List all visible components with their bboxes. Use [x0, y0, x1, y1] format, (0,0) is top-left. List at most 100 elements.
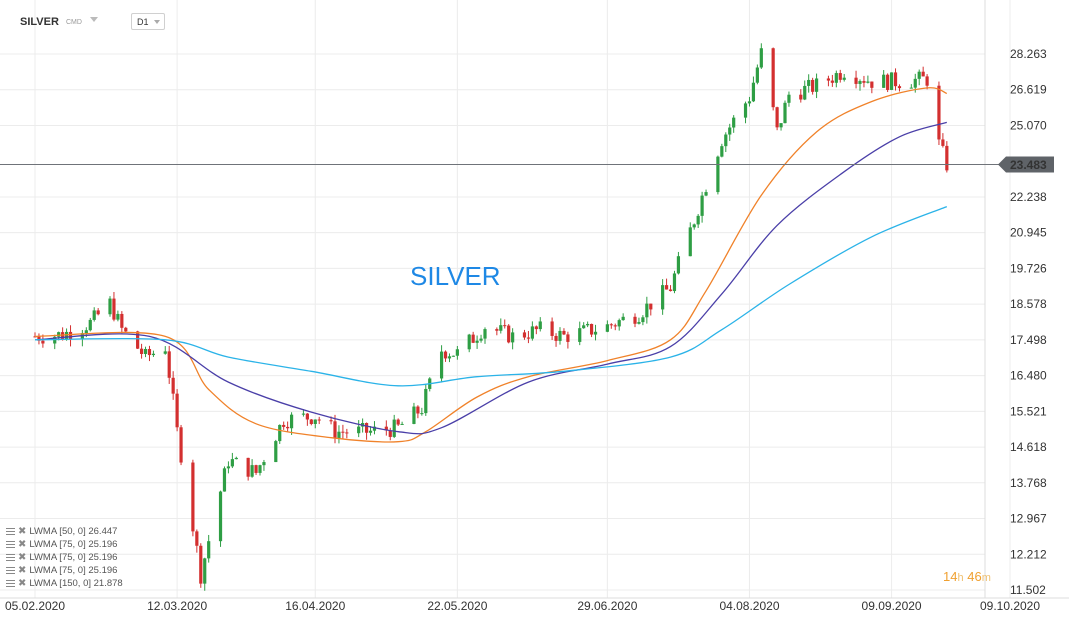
- candle-up[interactable]: [222, 468, 227, 492]
- candle-down[interactable]: [945, 145, 949, 171]
- candle-down[interactable]: [364, 422, 369, 433]
- close-icon[interactable]: ✖: [18, 525, 27, 537]
- menu-icon[interactable]: [6, 541, 15, 548]
- candle-up[interactable]: [278, 424, 282, 442]
- candle-up[interactable]: [424, 388, 428, 414]
- candle-down[interactable]: [396, 419, 400, 425]
- candle-up[interactable]: [676, 256, 681, 274]
- symbol-name[interactable]: SILVER: [20, 16, 59, 28]
- candle-up[interactable]: [661, 285, 665, 310]
- candle-up[interactable]: [455, 349, 459, 356]
- candle-down[interactable]: [507, 325, 511, 343]
- candle-down[interactable]: [870, 81, 874, 88]
- candle-up[interactable]: [637, 322, 641, 324]
- candle-down[interactable]: [613, 325, 617, 327]
- candle-up[interactable]: [163, 351, 167, 354]
- candle-down[interactable]: [179, 427, 183, 463]
- candle-up[interactable]: [451, 355, 456, 357]
- candle-down[interactable]: [941, 139, 945, 146]
- candle-down[interactable]: [286, 426, 290, 429]
- symbol-dropdown-icon[interactable]: [90, 17, 98, 22]
- candle-up[interactable]: [605, 324, 609, 332]
- candle-down[interactable]: [305, 413, 309, 420]
- candle-up[interactable]: [207, 541, 211, 559]
- candle-down[interactable]: [167, 351, 171, 378]
- candle-up[interactable]: [913, 78, 917, 88]
- candle-up[interactable]: [909, 87, 913, 89]
- candle-down[interactable]: [668, 289, 673, 292]
- candle-down[interactable]: [175, 393, 179, 428]
- candle-down[interactable]: [526, 337, 531, 339]
- candle-down[interactable]: [443, 351, 448, 359]
- candle-up[interactable]: [700, 195, 704, 216]
- candle-down[interactable]: [254, 465, 258, 473]
- candle-up[interactable]: [728, 127, 732, 135]
- candle-down[interactable]: [609, 324, 613, 326]
- candle-up[interactable]: [357, 426, 361, 434]
- candle-down[interactable]: [550, 321, 554, 336]
- candle-down[interactable]: [826, 78, 831, 81]
- candle-up[interactable]: [361, 422, 365, 427]
- candle-down[interactable]: [139, 348, 144, 354]
- candle-down[interactable]: [112, 298, 116, 320]
- candle-up[interactable]: [803, 85, 807, 100]
- candle-down[interactable]: [495, 329, 499, 331]
- candle-down[interactable]: [897, 86, 902, 89]
- candle-up[interactable]: [57, 332, 61, 337]
- candle-up[interactable]: [696, 215, 700, 225]
- candle-up[interactable]: [230, 459, 234, 467]
- candle-up[interactable]: [372, 426, 377, 431]
- candle-up[interactable]: [704, 192, 708, 196]
- candle-up[interactable]: [558, 330, 562, 341]
- candle-up[interactable]: [882, 74, 886, 88]
- candle-down[interactable]: [649, 303, 653, 310]
- candle-down[interactable]: [893, 72, 898, 87]
- candle-down[interactable]: [246, 457, 250, 477]
- candle-up[interactable]: [751, 82, 756, 102]
- candle-down[interactable]: [522, 332, 527, 338]
- candle-up[interactable]: [582, 325, 586, 329]
- candle-up[interactable]: [593, 331, 598, 335]
- candle-up[interactable]: [716, 156, 720, 193]
- candle-up[interactable]: [116, 313, 120, 320]
- candle-up[interactable]: [807, 79, 811, 86]
- candle-down[interactable]: [830, 80, 834, 83]
- candle-down[interactable]: [195, 531, 199, 546]
- candle-up[interactable]: [747, 101, 752, 104]
- candle-up[interactable]: [143, 348, 148, 354]
- candle-up[interactable]: [368, 430, 373, 433]
- candle-down[interactable]: [589, 323, 594, 335]
- candle-up[interactable]: [743, 103, 748, 118]
- candle-up[interactable]: [289, 414, 294, 429]
- candle-up[interactable]: [755, 67, 759, 83]
- candle-up[interactable]: [64, 331, 69, 340]
- candle-down[interactable]: [388, 430, 392, 437]
- candle-up[interactable]: [842, 77, 846, 80]
- candle-down[interactable]: [124, 327, 128, 332]
- candle-up[interactable]: [538, 321, 542, 330]
- candle-down[interactable]: [554, 335, 558, 341]
- candle-down[interactable]: [925, 76, 929, 86]
- candle-up[interactable]: [759, 48, 763, 68]
- candle-up[interactable]: [617, 320, 621, 327]
- candle-up[interactable]: [392, 419, 396, 437]
- candle-up[interactable]: [889, 72, 894, 90]
- candle-up[interactable]: [688, 227, 692, 257]
- candle-down[interactable]: [136, 331, 140, 349]
- candle-up[interactable]: [787, 94, 791, 103]
- candle-up[interactable]: [645, 303, 649, 318]
- candle-down[interactable]: [664, 285, 669, 290]
- candle-down[interactable]: [171, 377, 175, 394]
- candle-up[interactable]: [672, 273, 677, 292]
- candle-down[interactable]: [862, 81, 866, 83]
- candle-down[interactable]: [61, 332, 65, 340]
- candle-down[interactable]: [416, 406, 420, 414]
- candle-up[interactable]: [724, 134, 728, 147]
- candle-down[interactable]: [37, 336, 41, 341]
- candle-up[interactable]: [218, 491, 223, 542]
- candle-up[interactable]: [641, 317, 645, 323]
- candle-up[interactable]: [337, 431, 341, 439]
- candle-up[interactable]: [301, 413, 306, 415]
- candle-up[interactable]: [779, 123, 783, 128]
- candle-up[interactable]: [262, 462, 266, 466]
